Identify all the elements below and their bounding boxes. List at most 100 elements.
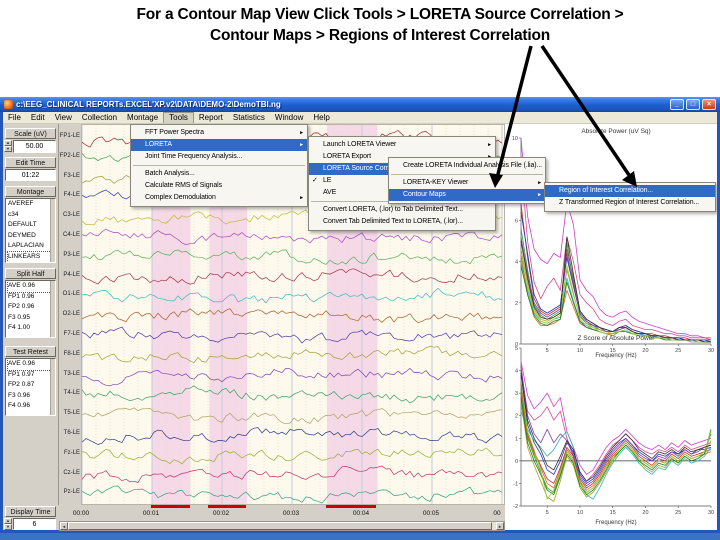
list-item-f3-0-96[interactable]: F3 0.96: [8, 391, 31, 399]
channel-label-t4-le: T4-LE: [63, 390, 80, 397]
list-item-fp1-0-97[interactable]: FP1 0.97: [8, 370, 35, 378]
menu-item-ave[interactable]: AVE: [309, 187, 495, 199]
menu-item-complex-demodulation[interactable]: Complex Demodulation ►: [131, 192, 307, 204]
scale-value[interactable]: 50.00: [13, 140, 56, 153]
menu-item-calculate-rms-of-signals[interactable]: Calculate RMS of Signals: [131, 180, 307, 192]
split-half-header: Split Half: [5, 268, 56, 279]
menu-item-le[interactable]: LE ✓: [309, 175, 495, 187]
series-trace-2: [520, 162, 712, 341]
menu-item-fft-power-spectra[interactable]: FFT Power Spectra ►: [131, 127, 307, 139]
channel-label-t5-le: T5-LE: [63, 410, 80, 417]
timeline-label-1: 00:01: [142, 510, 160, 517]
timeline-label-6: 00: [493, 510, 501, 517]
menu-item-loreta-key-viewer[interactable]: LORETA-KEY Viewer ►: [389, 177, 545, 189]
menubar-item-montage[interactable]: Montage: [127, 113, 159, 122]
channel-label-t3-le: T3-LE: [63, 370, 80, 377]
x-tick-label: 25: [675, 510, 681, 516]
scale-header: Scale (uV): [5, 128, 56, 139]
menubar-item-tools[interactable]: Tools: [163, 112, 194, 123]
list-scrollbar[interactable]: [50, 359, 55, 415]
restore-button[interactable]: □: [686, 99, 700, 110]
y-tick-label: 0: [515, 459, 518, 465]
menu-item-contour-maps[interactable]: Contour Maps ►: [389, 189, 545, 201]
menubar-item-report[interactable]: Report: [198, 113, 223, 122]
menu-item-z-transformed-region-of-interest-correlati[interactable]: Z Transformed Region of Interest Correla…: [545, 197, 715, 209]
menu-item-convert-loreta-lor-to-tab-delimited-text[interactable]: Convert LORETA, (.lor) to Tab Delimited …: [309, 204, 495, 216]
list-item-ave-0-96[interactable]: AVE 0.96: [7, 359, 55, 371]
eeg-trace-o2-le: [81, 308, 503, 323]
channel-label-c3-le: C3-LE: [62, 212, 80, 219]
list-item-default[interactable]: DEFAULT: [8, 221, 37, 228]
menubar-item-collection[interactable]: Collection: [81, 113, 118, 122]
list-item-fp1-0-96[interactable]: FP1 0.96: [8, 292, 35, 300]
menubar-item-view[interactable]: View: [54, 113, 72, 122]
display-time-value[interactable]: 6: [13, 518, 56, 530]
list-item-deymed[interactable]: DEYMED: [8, 231, 36, 239]
menu-item-create-loreta-individual-analysis-file-lia[interactable]: Create LORETA Individual Analysis File (…: [389, 160, 545, 172]
channel-label-f4-le: F4-LE: [63, 192, 80, 199]
menu-item-convert-tab-delimited-text-to-loreta-lor[interactable]: Convert Tab Delimited Text to LORETA, (.…: [309, 216, 495, 228]
menubar-item-edit[interactable]: Edit: [30, 113, 45, 122]
test-retest-list: AVE 0.96 FP1 0.97 FP2 0.87 F3 0.96 F4 0.96: [5, 358, 56, 416]
tools-menu: FFT Power Spectra ► LORETA ► Joint Time Freq…: [130, 124, 308, 207]
menu-item-region-of-interest-correlation[interactable]: Region of Interest Correlation...: [545, 185, 715, 197]
list-item-fp2-0-87[interactable]: FP2 0.87: [8, 381, 35, 388]
menubar-item-help[interactable]: Help: [313, 113, 330, 122]
channel-label-p4-le: P4-LE: [63, 271, 80, 278]
y-tick-label: 5: [515, 346, 518, 352]
scale-spinner[interactable]: ▲ ▼: [4, 140, 12, 152]
minimize-button[interactable]: _: [670, 99, 684, 110]
list-item-fp2-0-96[interactable]: FP2 0.96: [8, 303, 35, 310]
menu-item-label: FFT Power Spectra: [145, 129, 204, 136]
menu-item-label: Launch LORETA Viewer: [323, 141, 397, 148]
menu-item-loreta[interactable]: LORETA ►: [131, 139, 307, 151]
series-trace-11: [520, 253, 711, 343]
menu-item-label: Z Transformed Region of Interest Correla…: [559, 199, 700, 206]
submenu-arrow-icon: ►: [537, 180, 542, 186]
horizontal-scrollbar[interactable]: ◄ ►: [59, 521, 505, 531]
close-button[interactable]: ×: [702, 99, 716, 110]
slide-title: For a Contour Map View Click Tools > LOR…: [60, 4, 700, 46]
menubar-item-file[interactable]: File: [8, 113, 21, 122]
list-item-f4-0-96[interactable]: F4 0.96: [8, 402, 31, 409]
list-item-f3-0-95[interactable]: F3 0.95: [8, 313, 31, 321]
list-scrollbar[interactable]: [50, 199, 55, 262]
y-tick-label: -1: [513, 481, 518, 487]
menu-item-batch-analysis[interactable]: Batch Analysis...: [131, 168, 307, 180]
edit-time-value[interactable]: 01:22: [5, 169, 56, 181]
menubar-item-window[interactable]: Window: [274, 113, 304, 122]
menu-item-label: LE: [323, 177, 332, 184]
display-time-header: Display Time: [5, 506, 56, 517]
menu-item-launch-loreta-viewer[interactable]: Launch LORETA Viewer ►: [309, 139, 495, 151]
menubar-item-statistics[interactable]: Statistics: [232, 113, 265, 122]
menu-item-label: LORETA-KEY Viewer: [403, 179, 469, 186]
menu-item-label: Convert Tab Delimited Text to LORETA, (.…: [323, 218, 464, 225]
menu-item-label: Batch Analysis...: [145, 170, 195, 177]
contour-maps-submenu: Region of Interest Correlation... Z Trans…: [544, 182, 716, 212]
series-trace-8: [520, 388, 712, 491]
list-item-f4-1-00[interactable]: F4 1.00: [8, 324, 31, 331]
chart-title: Z Score of Absolute Power: [578, 335, 656, 342]
list-item-c34[interactable]: c34: [8, 210, 19, 218]
app-icon: [4, 100, 13, 109]
list-scrollbar[interactable]: [50, 281, 55, 337]
menu-item-joint-time-frequency-analysis[interactable]: Joint Time Frequency Analysis...: [131, 151, 307, 163]
eeg-trace-p3-le: [81, 249, 503, 265]
list-item-averef[interactable]: AVEREF: [8, 200, 34, 207]
series-trace-10: [520, 397, 712, 496]
scroll-left-arrow[interactable]: ◄: [60, 522, 68, 530]
display-time-spinner[interactable]: ▲ ▼: [4, 518, 12, 530]
selection-marker: [151, 505, 190, 508]
menubar: File Edit View Collection Montage Tools Report…: [3, 112, 717, 124]
eeg-trace-fz-le: [81, 447, 503, 465]
list-item-laplacian[interactable]: LAPLACIAN: [8, 242, 44, 249]
window-titlebar[interactable]: c:\EEG_CLINICAL REPORTs.EXCEL'XP.v2\DATA…: [0, 97, 720, 112]
x-tick-label: 5: [546, 348, 549, 354]
series-trace-9: [520, 366, 712, 487]
slide-title-line2: Contour Maps > Regions of Interest Corre…: [209, 27, 550, 44]
scrollbar-thumb[interactable]: [68, 522, 492, 530]
scroll-right-arrow[interactable]: ►: [496, 522, 504, 530]
channel-label-f3-le: F3-LE: [63, 172, 80, 179]
list-item-linkears[interactable]: LINKEARS: [7, 250, 55, 262]
list-item-ave-0-96[interactable]: AVE 0.96: [7, 281, 55, 293]
